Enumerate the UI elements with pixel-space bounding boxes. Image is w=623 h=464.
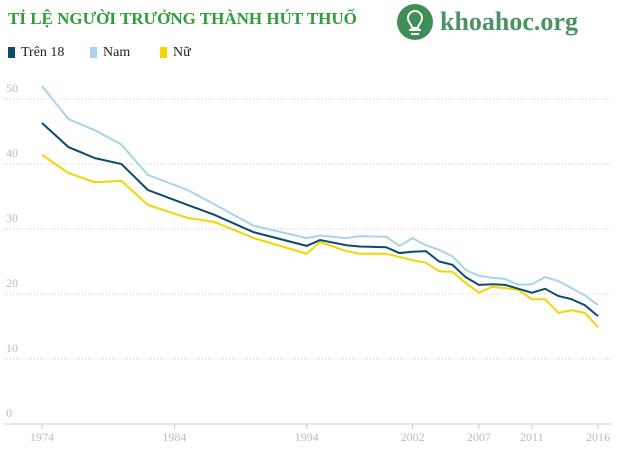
y-tick-label: 0 [6,406,12,420]
x-tick-label: 2016 [586,430,610,444]
x-tick-label: 1984 [162,430,186,444]
legend-swatch [8,47,15,58]
y-tick-label: 30 [6,211,18,225]
y-tick-label: 40 [6,146,18,160]
watermark: khoahoc.org [440,7,578,36]
legend-label: Nam [103,45,130,60]
series-line [41,85,599,306]
y-tick-label: 20 [6,276,18,290]
series-line [41,154,599,328]
x-tick-label: 2011 [520,430,544,444]
y-tick-label: 10 [6,341,18,355]
x-tick-label: 1994 [295,430,319,444]
x-tick-label: 2002 [401,430,425,444]
series-line [41,122,599,317]
legend-label: Nữ [173,45,191,60]
chart-title: TỈ LỆ NGƯỜI TRƯỞNG THÀNH HÚT THUỐ [8,8,357,28]
watermark-logo: khoahoc.org [397,4,578,40]
legend-swatch [160,47,167,58]
x-tick-label: 2007 [467,430,491,444]
y-tick-label: 50 [6,81,18,95]
x-tick-label: 1974 [30,430,54,444]
legend-swatch [90,47,97,58]
legend-label: Trên 18 [21,45,64,60]
